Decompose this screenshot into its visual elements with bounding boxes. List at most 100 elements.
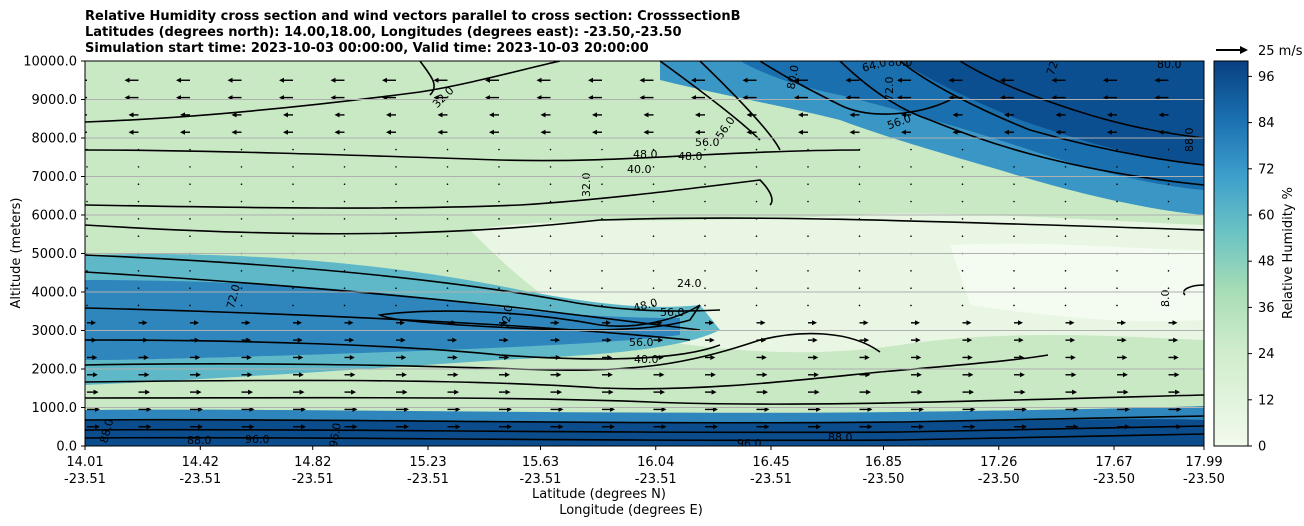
wind-vector — [858, 218, 861, 220]
wind-vector — [1167, 166, 1170, 168]
wind-vector-head — [1069, 320, 1075, 326]
wind-vector-head — [1019, 372, 1025, 378]
wind-vector — [343, 287, 346, 289]
wind-vector-head — [967, 337, 973, 343]
wind-vector — [86, 270, 88, 272]
contour-label: 40.0 — [634, 353, 659, 366]
wind-vector-head — [334, 129, 340, 135]
y-tick-label: 9000.0 — [32, 93, 78, 108]
wind-vector-head — [1107, 112, 1112, 118]
wind-vector — [498, 304, 500, 307]
wind-vector — [652, 183, 655, 185]
wind-vector-head — [1004, 129, 1009, 135]
contour-label: 48.0 — [678, 150, 703, 163]
wind-vector-head — [1173, 337, 1179, 343]
wind-vector-head — [661, 424, 667, 430]
wind-vector-head — [507, 424, 512, 430]
wind-vector-head — [348, 320, 354, 326]
colorbar: 0 12 24 36 48 60 72 84 96 Relative Humidity % — [1213, 60, 1296, 455]
colorbar-tick-label: 12 — [1258, 393, 1275, 408]
wind-vector-head — [92, 372, 98, 378]
wind-vector — [240, 270, 243, 272]
contour-label: 88.0 — [1183, 128, 1196, 153]
wind-vector — [858, 270, 861, 272]
wind-vector — [189, 304, 191, 307]
y-tick-label: 0.0 — [56, 440, 77, 455]
x-axis: 14.01 -23.51 14.42 -23.51 14.82 -23.51 15.23 -2… — [64, 446, 1225, 487]
wind-vector-head — [455, 406, 461, 412]
wind-vector-head — [816, 406, 821, 412]
wind-vector-head — [504, 354, 510, 360]
wind-vector — [807, 304, 809, 307]
wind-vector-head — [1176, 406, 1182, 412]
plot-area: 32.0 48.0 48.0 40.0 56.0 56.0 56.0 32.0 … — [85, 61, 1204, 446]
wind-vector-head — [813, 354, 819, 360]
wind-vector-head — [1174, 372, 1180, 378]
wind-vector-head — [1022, 406, 1027, 412]
wind-vector — [189, 235, 191, 237]
wind-vector — [601, 148, 603, 151]
contour-label: 72.0 — [499, 304, 516, 330]
wind-vector-head — [382, 95, 387, 101]
wind-vector-head — [1107, 129, 1112, 135]
wind-vector — [601, 200, 603, 203]
wind-vector — [1013, 304, 1015, 307]
wind-vector-head — [1070, 337, 1076, 343]
wind-vector-head — [1103, 77, 1108, 83]
wind-vector-head — [916, 354, 922, 360]
wind-vector-head — [1122, 354, 1128, 360]
wind-vector — [395, 304, 397, 307]
wind-vector-head — [794, 95, 799, 101]
wind-vector-head — [710, 372, 716, 378]
wind-vector-head — [245, 320, 251, 326]
wind-vector-head — [194, 337, 200, 343]
wind-vector-head — [610, 406, 615, 412]
wind-vector-head — [558, 406, 564, 412]
contour-label: 48.0 — [632, 296, 659, 315]
wind-vector-head — [916, 372, 922, 378]
wind-vector — [652, 304, 655, 307]
wind-vector — [961, 200, 964, 203]
wind-vector-head — [643, 112, 649, 118]
quiver-key-arrowhead — [1240, 46, 1248, 54]
wind-vector-head — [849, 129, 855, 135]
wind-vector-head — [1070, 354, 1076, 360]
wind-vector-head — [143, 354, 149, 360]
wind-vector — [704, 183, 706, 185]
wind-vector-head — [867, 406, 873, 412]
wind-vector-head — [864, 337, 870, 343]
x-tick-label-lon: -23.50 — [863, 472, 905, 487]
wind-vector — [240, 304, 243, 307]
wind-vector-head — [351, 389, 357, 395]
wind-vector — [652, 218, 655, 220]
wind-vector — [137, 270, 140, 272]
wind-vector — [1013, 218, 1015, 220]
wind-vector-head — [606, 320, 611, 326]
wind-vector-head — [352, 406, 358, 412]
wind-vector — [446, 304, 449, 307]
wind-vector-head — [607, 372, 613, 378]
wind-vector — [549, 200, 552, 203]
y-tick-label: 8000.0 — [32, 132, 78, 147]
wind-vector-head — [812, 320, 817, 326]
wind-vector-head — [196, 389, 202, 395]
wind-vector — [1167, 148, 1170, 151]
wind-vector-head — [1073, 424, 1079, 430]
wind-vector — [292, 287, 294, 289]
wind-vector — [961, 218, 964, 220]
wind-vector — [858, 183, 861, 185]
wind-vector — [601, 270, 603, 272]
wind-vector — [343, 218, 346, 220]
wind-vector — [652, 166, 655, 168]
wind-vector-head — [455, 424, 461, 430]
wind-vector-head — [643, 129, 649, 135]
title-line-2: Latitudes (degrees north): 14.00,18.00, … — [85, 25, 682, 40]
x-tick-label-lon: -23.51 — [292, 472, 334, 487]
wind-vector — [601, 166, 603, 168]
wind-vector — [343, 183, 346, 185]
x-tick-label-lat: 16.45 — [752, 455, 789, 470]
wind-vector — [292, 183, 294, 185]
wind-vector-head — [660, 389, 666, 395]
lower-moist-core — [85, 280, 680, 360]
x-tick-label-lon: -23.51 — [64, 472, 106, 487]
